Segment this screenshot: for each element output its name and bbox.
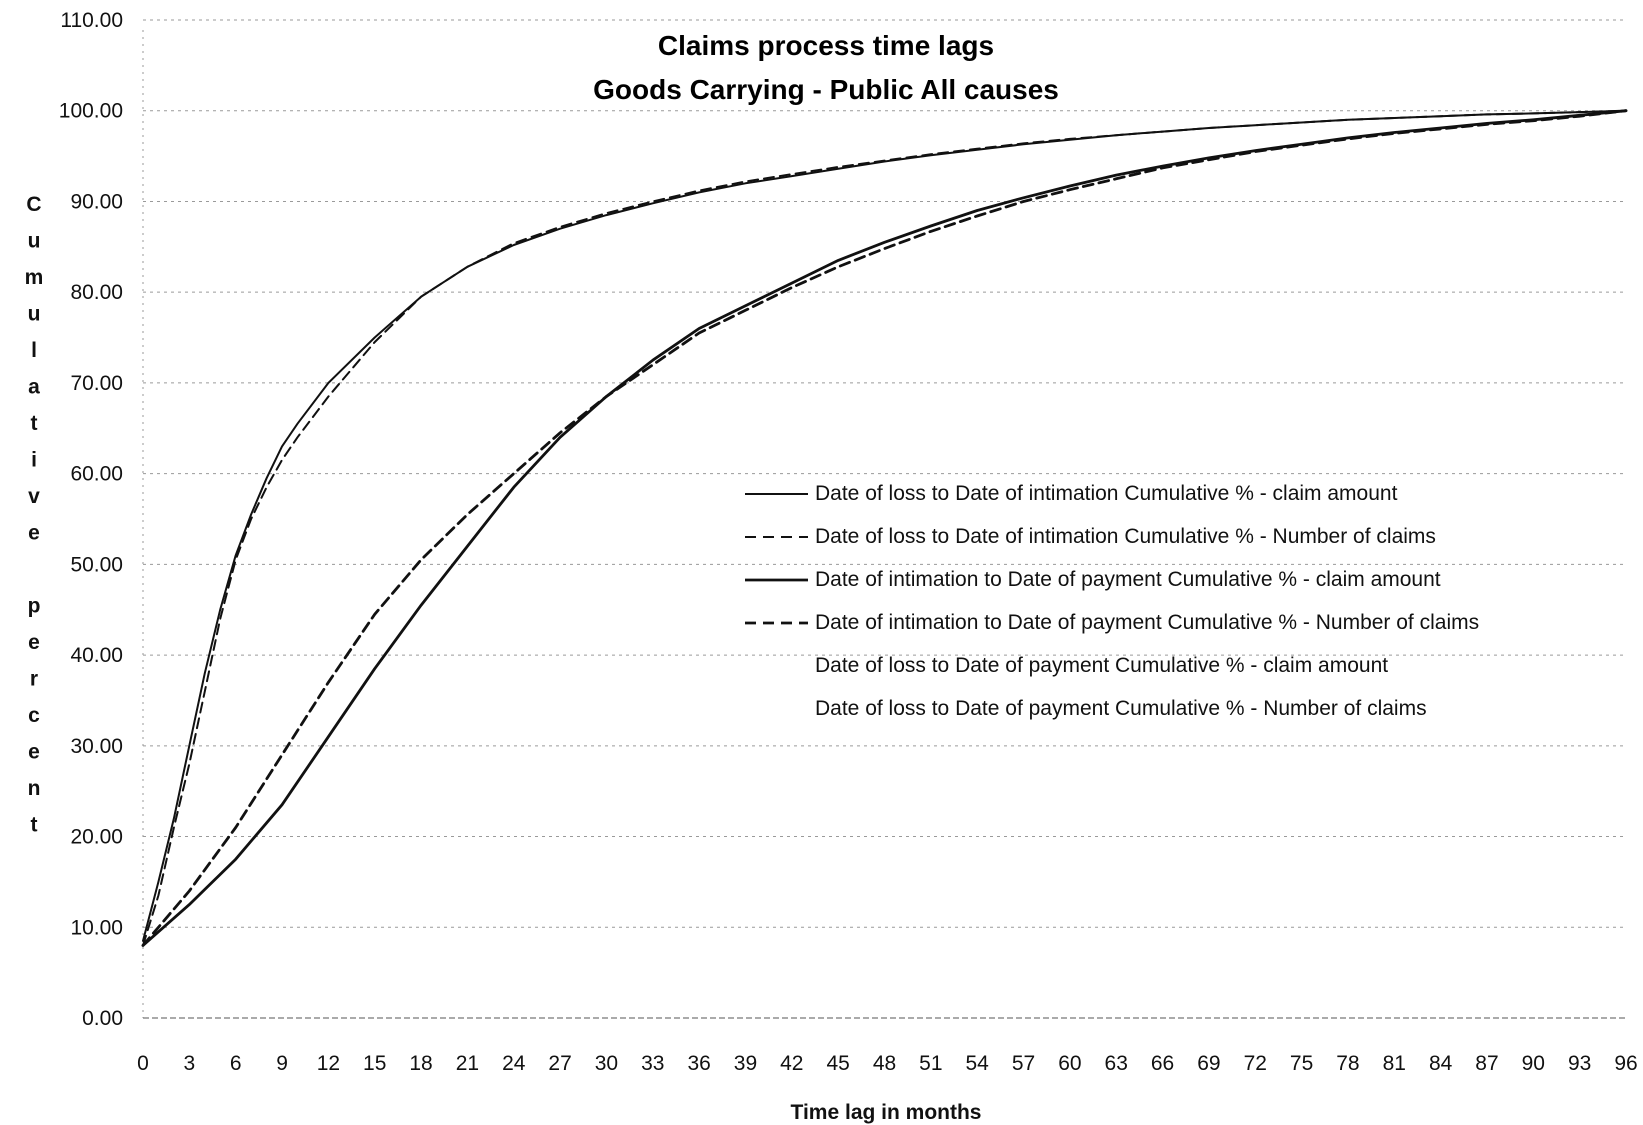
x-tick-label: 84 (1429, 1052, 1453, 1075)
x-tick-label: 45 (826, 1052, 849, 1075)
x-tick-label: 0 (137, 1052, 149, 1075)
axes: 0.00 10.00 20.00 30.00 40.00 50.00 60.00 70.00 8… (59, 9, 1638, 1075)
y-axis-title-letter: C (26, 193, 41, 216)
y-tick-label: 30.00 (70, 735, 123, 758)
x-tick-label: 93 (1568, 1052, 1591, 1075)
x-tick-label: 96 (1614, 1052, 1637, 1075)
y-axis-title-letter: t (31, 814, 38, 837)
x-tick-label: 18 (409, 1052, 432, 1075)
x-tick-label: 39 (734, 1052, 757, 1075)
y-axis-title-letter: n (28, 777, 41, 800)
y-tick-label: 110.00 (60, 9, 123, 32)
y-axis-title-letter: u (28, 303, 41, 326)
x-tick-label: 27 (548, 1052, 571, 1075)
x-axis-title: Time lag in months (791, 1101, 982, 1124)
y-axis-title-letter: e (28, 522, 40, 545)
gridlines (143, 19, 1626, 928)
legend-label: Date of loss to Date of intimation Cumul… (815, 482, 1398, 505)
x-tick-label: 78 (1336, 1052, 1359, 1075)
x-tick-label: 66 (1151, 1052, 1174, 1075)
legend: Date of loss to Date of intimation Cumul… (745, 482, 1479, 720)
y-tick-label: 40.00 (70, 644, 123, 667)
y-tick-label: 70.00 (70, 372, 123, 395)
y-axis-title-letter: t (31, 412, 38, 435)
y-axis-title-letter: a (28, 376, 40, 399)
y-axis-title-letter: c (28, 704, 40, 727)
x-tick-label: 54 (966, 1052, 990, 1075)
x-tick-label: 57 (1012, 1052, 1035, 1075)
legend-label: Date of intimation to Date of payment Cu… (815, 568, 1441, 591)
legend-label: Date of intimation to Date of payment Cu… (815, 611, 1479, 634)
series-line-3 (141, 109, 1628, 947)
y-axis-title-letter: e (28, 741, 40, 764)
x-tick-label: 87 (1475, 1052, 1498, 1075)
x-tick-label: 36 (687, 1052, 710, 1075)
x-tick-label: 51 (919, 1052, 942, 1075)
x-tick-label: 42 (780, 1052, 803, 1075)
x-tick-label: 72 (1244, 1052, 1267, 1075)
x-tick-label: 24 (502, 1052, 526, 1075)
x-tick-label: 3 (184, 1052, 196, 1075)
y-tick-label: 20.00 (70, 826, 123, 849)
x-tick-label: 69 (1197, 1052, 1220, 1075)
x-tick-label: 30 (595, 1052, 618, 1075)
series-line-2 (142, 109, 1627, 947)
x-tick-label: 12 (317, 1052, 340, 1075)
x-tick-label: 90 (1522, 1052, 1545, 1075)
y-axis-title-letter: m (25, 266, 44, 289)
y-tick-label: 0.00 (82, 1007, 123, 1030)
y-axis-title-letter: i (31, 449, 37, 472)
legend-label: Date of loss to Date of intimation Cumul… (815, 525, 1436, 548)
chart-subtitle: Goods Carrying - Public All causes (593, 74, 1059, 105)
y-axis-title-letter: l (31, 339, 37, 362)
x-tick-label: 21 (456, 1052, 479, 1075)
legend-label: Date of loss to Date of payment Cumulati… (815, 697, 1427, 720)
x-tick-label: 63 (1105, 1052, 1128, 1075)
y-tick-label: 100.00 (59, 100, 123, 123)
y-axis-title-letter: e (28, 631, 40, 654)
series-line-4 (141, 109, 1628, 947)
x-tick-label: 48 (873, 1052, 896, 1075)
x-tick-label: 81 (1383, 1052, 1406, 1075)
y-tick-label: 90.00 (70, 190, 123, 213)
legend-label: Date of loss to Date of payment Cumulati… (815, 654, 1388, 677)
y-axis-title-letter: u (28, 230, 41, 253)
y-tick-label: 60.00 (70, 463, 123, 486)
x-tick-label: 60 (1058, 1052, 1081, 1075)
y-axis-title-letter: p (28, 595, 41, 618)
y-tick-label: 80.00 (70, 281, 123, 304)
y-tick-label: 10.00 (70, 916, 123, 939)
chart-title: Claims process time lags (658, 30, 994, 61)
y-axis-title-letter: v (28, 485, 40, 508)
x-tick-label: 9 (276, 1052, 288, 1075)
x-tick-label: 15 (363, 1052, 386, 1075)
x-tick-label: 75 (1290, 1052, 1313, 1075)
x-tick-label: 6 (230, 1052, 242, 1075)
y-tick-label: 50.00 (70, 553, 123, 576)
plot-series (141, 109, 1628, 947)
y-axis-title-letter: r (30, 668, 38, 691)
x-tick-label: 33 (641, 1052, 664, 1075)
